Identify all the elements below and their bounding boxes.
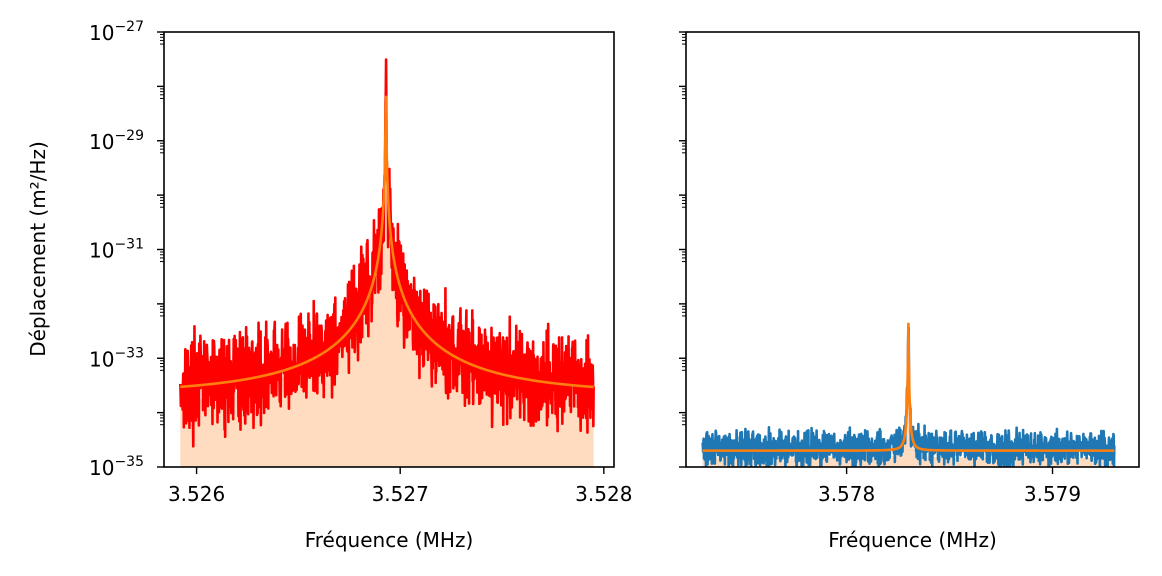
- psd-fill-area: [180, 95, 594, 467]
- right-panel: 3.578 3.579 Fréquence (MHz): [679, 31, 1140, 552]
- y-axis-label: Déplacement (m²/Hz): [26, 141, 50, 357]
- y-tick-label: 10−29: [89, 128, 144, 154]
- lorentzian-fit-line: [180, 95, 594, 389]
- y-tick-label: 10−35: [89, 454, 144, 480]
- right-y-axis: [679, 31, 686, 468]
- left-plot-area: [178, 58, 595, 467]
- right-plot-area: [701, 322, 1116, 467]
- left-x-axis: 3.526 3.527 3.528: [168, 467, 632, 506]
- x-tick-label: 3.528: [575, 482, 632, 506]
- x-tick-label: 3.526: [168, 482, 225, 506]
- right-x-axis-label: Fréquence (MHz): [828, 528, 997, 552]
- left-y-axis: 10−35 10−33 10−31 10−29 10−27: [89, 19, 164, 480]
- right-x-axis: 3.578 3.579: [818, 467, 1081, 506]
- x-tick-label: 3.578: [818, 482, 875, 506]
- x-tick-label: 3.579: [1024, 482, 1081, 506]
- y-tick-label: 10−33: [89, 345, 144, 371]
- left-panel: 3.526 3.527 3.528 10−35 10−33 10−31 10−29 10−2…: [26, 19, 632, 552]
- right-axes-frame: [685, 31, 1140, 468]
- x-tick-label: 3.527: [372, 482, 429, 506]
- y-tick-label: 10−31: [89, 237, 144, 263]
- y-tick-label: 10−27: [89, 19, 144, 45]
- left-x-axis-label: Fréquence (MHz): [305, 528, 474, 552]
- lorentzian-fit-line: [702, 322, 1115, 452]
